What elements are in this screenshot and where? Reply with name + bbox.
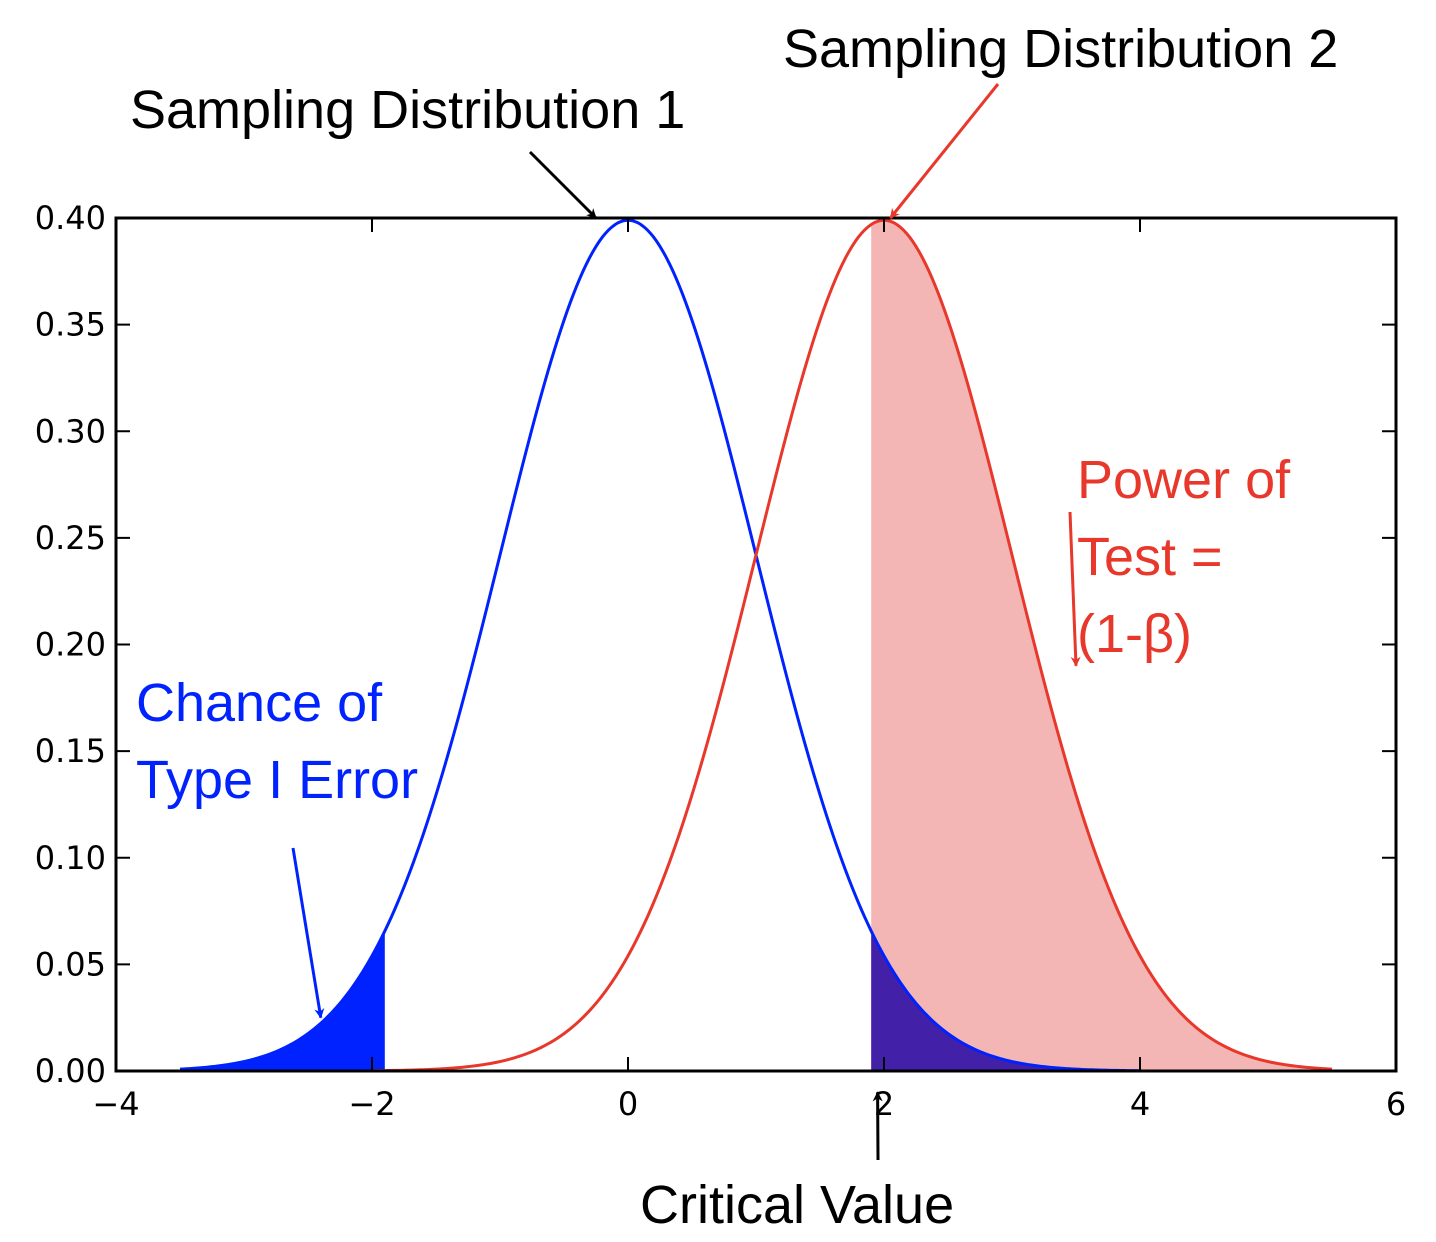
annotation-power-arrow (1068, 511, 1081, 667)
y-tick-label: 0.05 (35, 945, 106, 983)
annotation-power-text: Test = (1077, 527, 1223, 587)
y-tick-label: 0.40 (35, 199, 106, 237)
annotation-power-text: Power of (1077, 450, 1291, 510)
series-2-curve (371, 218, 1333, 1073)
annotation-power: Power of Test = (1-β) (1068, 450, 1291, 667)
annotation-sampling-dist-2-arrow (889, 83, 1000, 219)
annotation-type1-error: Chance of Type I Error (136, 673, 418, 1019)
y-tick-label: 0.35 (35, 306, 106, 344)
annotation-sampling-dist-1-arrow (528, 150, 598, 220)
x-tick-label: 0 (618, 1085, 638, 1123)
y-tick-label: 0.30 (35, 412, 106, 450)
annotation-sampling-dist-2: Sampling Distribution 2 (783, 19, 1338, 219)
annotation-type1-error-arrow (291, 847, 325, 1019)
x-tick-label: 4 (1130, 1085, 1150, 1123)
y-tick-label: 0.00 (35, 1052, 106, 1090)
annotation-power-text: (1-β) (1077, 604, 1192, 664)
y-tick-label: 0.10 (35, 839, 106, 877)
y-tick-label: 0.15 (35, 732, 106, 770)
shaded-region-3 (871, 931, 1140, 1071)
x-tick-label: −4 (92, 1085, 139, 1123)
series-1-curve (179, 218, 1141, 1073)
x-tick-label: 6 (1386, 1085, 1406, 1123)
annotation-critical-value: Critical Value (640, 1091, 954, 1235)
annotation-sampling-dist-1-text: Sampling Distribution 1 (130, 80, 685, 140)
annotation-sampling-dist-1: Sampling Distribution 1 (130, 80, 685, 220)
shaded-region-2 (871, 220, 1332, 1072)
annotation-type1-error-text: Chance of (136, 673, 383, 733)
shaded-region-1 (180, 931, 385, 1071)
annotation-type1-error-text: Type I Error (136, 750, 418, 810)
x-tick-label: −2 (348, 1085, 395, 1123)
annotation-critical-value-text: Critical Value (640, 1175, 954, 1235)
annotation-sampling-dist-2-text: Sampling Distribution 2 (783, 19, 1338, 79)
y-tick-label: 0.20 (35, 626, 106, 664)
y-tick-label: 0.25 (35, 519, 106, 557)
